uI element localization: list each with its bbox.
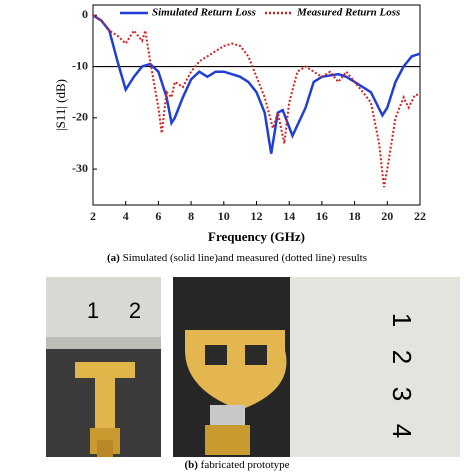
series-line xyxy=(92,14,420,188)
caption-b-text: fabricated prototype xyxy=(201,459,290,471)
x-tick-label: 20 xyxy=(381,209,393,223)
y-tick-label: 0 xyxy=(82,7,88,21)
legend-label: Measured Return Loss xyxy=(296,7,400,19)
x-tick-label: 18 xyxy=(349,209,361,223)
legend-label: Simulated Return Loss xyxy=(152,7,256,19)
caption-a: (a) Simulated (solid line)and measured (… xyxy=(107,252,367,264)
caption-b-label: (b) xyxy=(184,459,198,471)
y-tick-label: -20 xyxy=(72,110,88,124)
ruler-number: 2 xyxy=(387,350,417,364)
x-tick-label: 2 xyxy=(90,209,96,223)
x-tick-label: 22 xyxy=(414,209,426,223)
ruler-number: 1 xyxy=(387,313,417,327)
y-axis-label: |S11| (dB) xyxy=(53,79,68,131)
left-photo xyxy=(46,277,161,457)
right-photo xyxy=(173,277,460,457)
ruler-number: 3 xyxy=(387,387,417,401)
y-tick-label: -30 xyxy=(72,161,88,175)
ruler-number: 4 xyxy=(387,424,417,438)
x-tick-label: 10 xyxy=(218,209,230,223)
x-tick-label: 4 xyxy=(123,209,129,223)
y-tick-label: -10 xyxy=(72,58,88,72)
ruler-number: 1 xyxy=(87,298,99,323)
caption-a-text: Simulated (solid line)and measured (dott… xyxy=(123,252,367,264)
caption-a-label: (a) xyxy=(107,252,120,264)
x-tick-label: 8 xyxy=(188,209,194,223)
ruler-number: 2 xyxy=(129,298,141,323)
caption-b: (b) fabricated prototype xyxy=(184,459,289,471)
x-tick-label: 14 xyxy=(283,209,295,223)
x-tick-label: 16 xyxy=(316,209,328,223)
x-tick-label: 12 xyxy=(251,209,263,223)
series-line xyxy=(92,14,421,154)
x-tick-label: 6 xyxy=(155,209,161,223)
x-axis-label: Frequency (GHz) xyxy=(208,229,305,244)
